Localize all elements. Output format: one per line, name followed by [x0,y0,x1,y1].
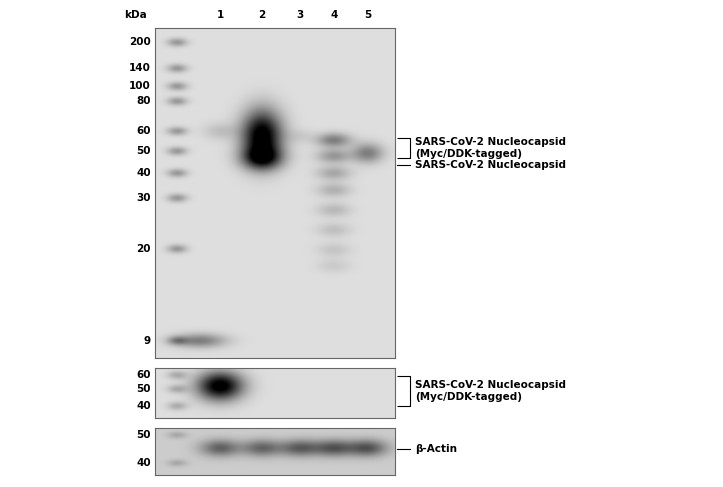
Text: 3: 3 [296,10,304,20]
Text: 40: 40 [137,168,151,178]
Text: 50: 50 [137,146,151,156]
Text: 40: 40 [137,401,151,411]
Text: 1: 1 [216,10,223,20]
Text: 200: 200 [129,37,151,47]
Text: kDa: kDa [124,10,147,20]
Text: 5: 5 [364,10,372,20]
Text: SARS-CoV-2 Nucleocapsid
(Myc/DDK-tagged): SARS-CoV-2 Nucleocapsid (Myc/DDK-tagged) [415,137,566,159]
Text: β-Actin: β-Actin [415,444,457,454]
Text: 60: 60 [137,370,151,380]
Text: 9: 9 [144,336,151,346]
Text: SARS-CoV-2 Nucleocapsid
(Myc/DDK-tagged): SARS-CoV-2 Nucleocapsid (Myc/DDK-tagged) [415,380,566,402]
Text: 60: 60 [137,126,151,136]
Text: 20: 20 [137,244,151,254]
Text: 40: 40 [137,458,151,468]
Text: 100: 100 [129,81,151,91]
Text: 80: 80 [137,96,151,106]
Text: 30: 30 [137,193,151,203]
Text: 2: 2 [258,10,265,20]
Text: SARS-CoV-2 Nucleocapsid: SARS-CoV-2 Nucleocapsid [415,160,566,170]
Text: 50: 50 [137,384,151,394]
Text: 50: 50 [137,430,151,440]
Text: 140: 140 [129,63,151,73]
Text: 4: 4 [330,10,338,20]
